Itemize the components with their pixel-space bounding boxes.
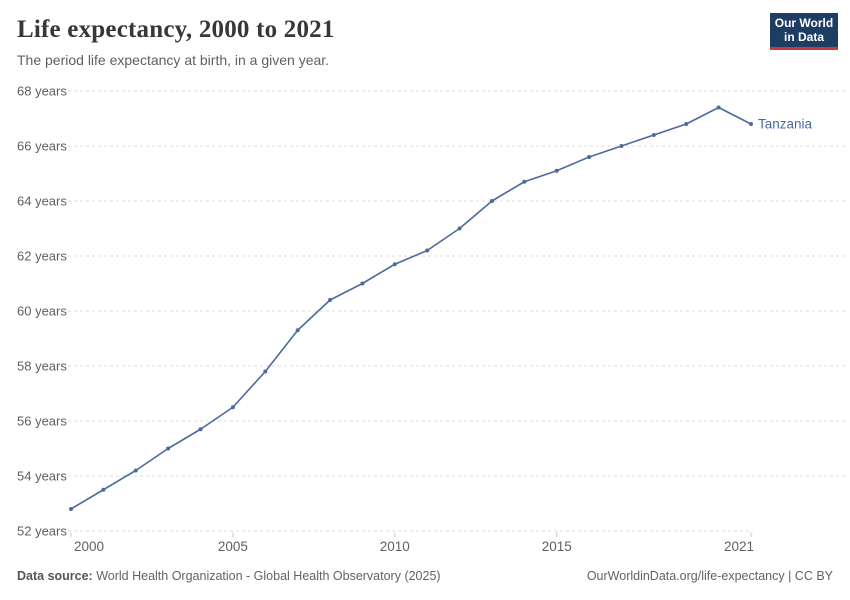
data-point-tanzania-2002[interactable] bbox=[133, 468, 138, 473]
x-axis-label-2010: 2010 bbox=[380, 539, 410, 554]
owid-url-license-link[interactable]: OurWorldinData.org/life-expectancy | CC … bbox=[586, 569, 833, 583]
data-point-tanzania-2001[interactable] bbox=[101, 487, 106, 492]
data-point-tanzania-2019[interactable] bbox=[684, 122, 689, 126]
x-axis-label-2005: 2005 bbox=[218, 539, 248, 554]
data-point-tanzania-2016[interactable] bbox=[587, 155, 592, 159]
owid-logo[interactable]: Our World in Data bbox=[770, 13, 838, 50]
data-point-tanzania-2009[interactable] bbox=[360, 281, 365, 286]
y-axis-label-54: 54 years bbox=[17, 469, 67, 484]
data-point-tanzania-2020[interactable] bbox=[716, 105, 721, 110]
y-axis-label-62: 62 years bbox=[17, 249, 67, 264]
chart-subtitle: The period life expectancy at birth, in … bbox=[17, 52, 330, 68]
y-axis-label-58: 58 years bbox=[17, 359, 67, 374]
entity-label-tanzania[interactable]: Tanzania bbox=[758, 117, 813, 132]
data-point-tanzania-2015[interactable] bbox=[554, 168, 559, 173]
owid-logo-line2: in Data bbox=[783, 30, 824, 44]
y-axis-label-68: 68 years bbox=[17, 84, 67, 99]
data-source-label: Data source: bbox=[17, 569, 93, 583]
x-axis-label-2015: 2015 bbox=[542, 539, 572, 554]
y-axis-label-60: 60 years bbox=[17, 304, 67, 319]
y-axis-label-52: 52 years bbox=[17, 524, 67, 539]
data-point-tanzania-2000[interactable] bbox=[69, 507, 73, 511]
chart-title: Life expectancy, 2000 to 2021 bbox=[17, 16, 335, 43]
data-source-note: Data source: World Health Organization -… bbox=[17, 569, 441, 583]
y-axis-label-56: 56 years bbox=[17, 414, 67, 429]
data-point-tanzania-2017[interactable] bbox=[619, 144, 624, 148]
data-point-tanzania-2013[interactable] bbox=[489, 199, 494, 203]
data-point-tanzania-2010[interactable] bbox=[392, 262, 397, 267]
y-axis-label-64: 64 years bbox=[17, 194, 67, 209]
data-source-text: World Health Organization - Global Healt… bbox=[92, 569, 441, 583]
data-point-tanzania-2006[interactable] bbox=[263, 369, 268, 374]
y-axis-label-66: 66 years bbox=[17, 139, 67, 154]
data-point-tanzania-2007[interactable] bbox=[295, 328, 300, 333]
series-line-tanzania[interactable] bbox=[70, 106, 752, 510]
data-point-tanzania-2004[interactable] bbox=[198, 427, 203, 432]
data-point-tanzania-2018[interactable] bbox=[651, 133, 656, 137]
data-point-tanzania-2003[interactable] bbox=[166, 446, 171, 451]
x-axis-label-2000: 2000 bbox=[74, 539, 104, 554]
data-point-tanzania-2014[interactable] bbox=[522, 179, 527, 184]
data-point-tanzania-2011[interactable] bbox=[425, 248, 430, 253]
x-axis-label-2021: 2021 bbox=[724, 539, 754, 554]
data-point-tanzania-2012[interactable] bbox=[457, 226, 462, 231]
owid-logo-line1: Our World bbox=[774, 15, 834, 30]
data-point-tanzania-2005[interactable] bbox=[230, 405, 235, 410]
data-point-tanzania-2021[interactable] bbox=[749, 122, 753, 126]
data-point-tanzania-2008[interactable] bbox=[328, 298, 333, 302]
